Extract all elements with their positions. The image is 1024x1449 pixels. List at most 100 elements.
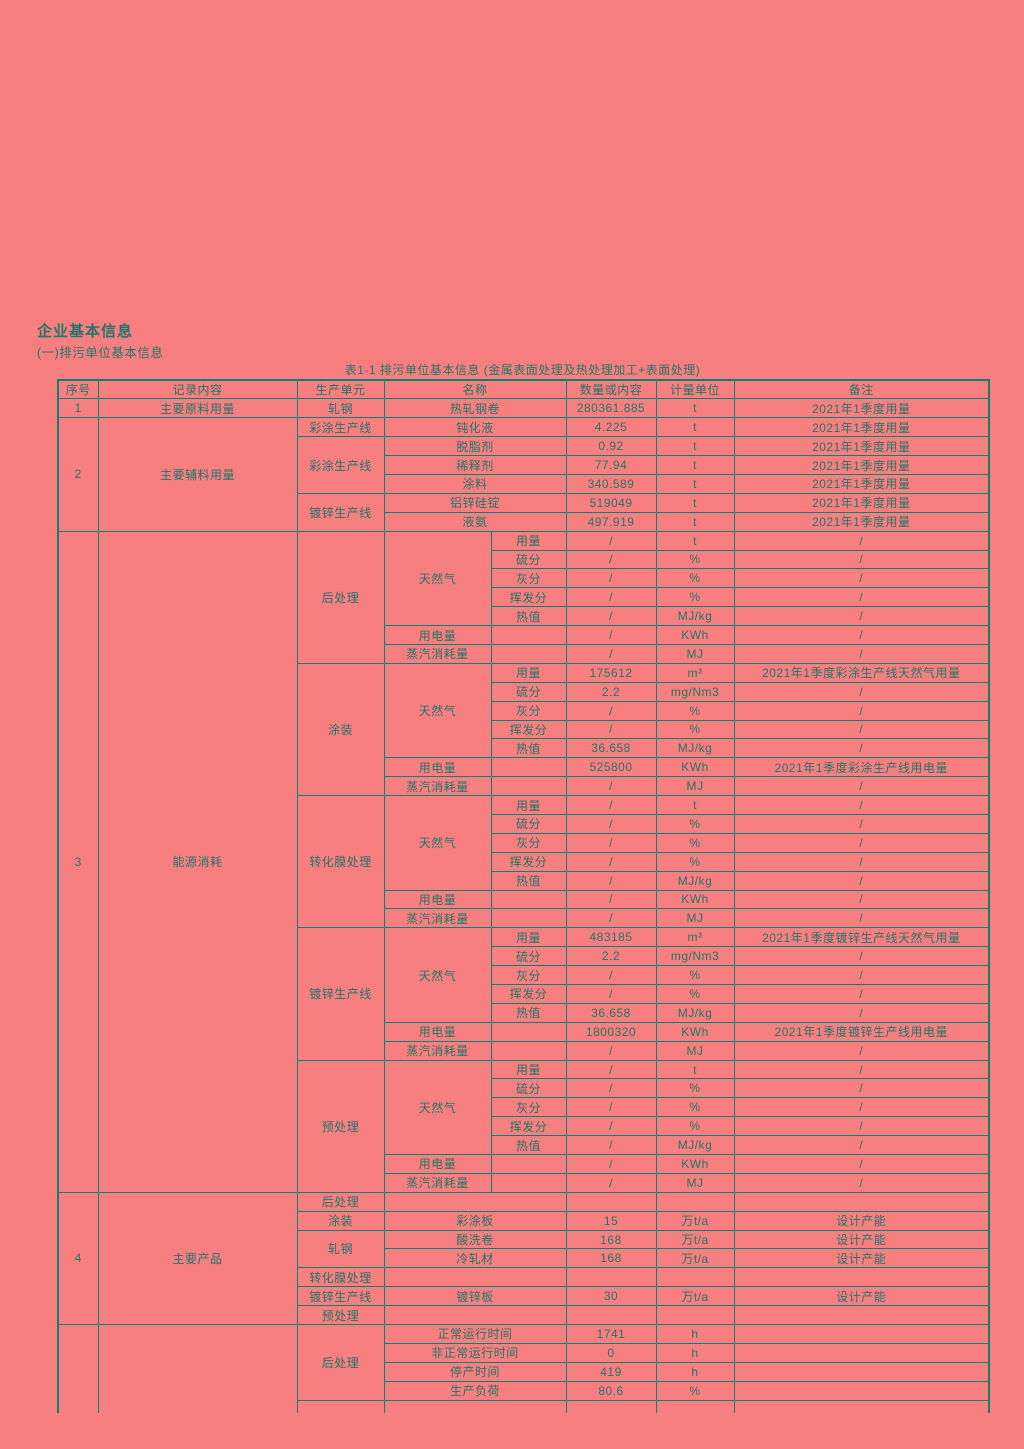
table-cell: / — [733, 587, 990, 608]
table-cell — [490, 776, 567, 797]
table-cell: % — [655, 1078, 735, 1099]
table-cell: 519049 — [565, 492, 657, 513]
table-cell: h — [655, 1324, 735, 1344]
table-row: 灰分 /% / — [58, 965, 990, 985]
table-cell: / — [733, 606, 990, 627]
table-row: 用电量 / KWh / — [58, 625, 990, 645]
table-cell: 175612 — [565, 662, 657, 683]
table-cell: 彩涂板 — [383, 1210, 567, 1231]
table-cell: / — [565, 1116, 657, 1137]
table-row: 蒸汽消耗量 / MJ / — [58, 1172, 990, 1193]
table-cell — [490, 625, 567, 645]
table-cell: 转化膜处理 — [296, 1267, 385, 1288]
table-cell: 酸洗卷 — [383, 1229, 567, 1250]
table-cell — [655, 1191, 735, 1212]
table-cell — [490, 1172, 567, 1193]
table-cell: 3 — [57, 530, 99, 1193]
table-cell: 镀锌板 — [383, 1286, 567, 1307]
table-cell: 蒸汽消耗量 — [383, 908, 492, 929]
table-cell: / — [733, 1097, 990, 1118]
table-cell: 36.658 — [565, 1002, 657, 1023]
table-cell: 热值 — [490, 738, 567, 759]
table-cell: 497.919 — [565, 511, 657, 532]
table-cell: / — [565, 813, 657, 834]
table-cell: 预处理 — [296, 1059, 385, 1193]
table-cell: / — [565, 832, 657, 853]
table-cell: % — [655, 1116, 735, 1137]
table-cell: 转化膜处理 — [296, 795, 385, 929]
table-row: 热值 / MJ/kg / — [58, 606, 990, 627]
table-cell: 热值 — [490, 1002, 567, 1023]
table-cell: KWh — [655, 625, 735, 645]
table-cell: % — [655, 1380, 735, 1401]
table-cell: 镀锌生产线 — [296, 1286, 385, 1307]
table-cell: KWh — [655, 757, 735, 778]
table-cell: / — [733, 965, 990, 985]
column-header: 生产单元 — [296, 379, 385, 400]
table-row: 挥发分 /% / — [58, 851, 990, 872]
table-cell — [655, 1305, 735, 1326]
table-row: 硫分 /% / — [58, 813, 990, 834]
table-cell: 用量 — [490, 927, 567, 948]
table-cell: 铝锌硅锭 — [383, 492, 567, 513]
table-cell: % — [655, 549, 735, 570]
table-cell: 挥发分 — [490, 1116, 567, 1137]
table-cell: / — [733, 984, 990, 1004]
table-cell: 设计产能 — [733, 1286, 990, 1307]
table-cell: 挥发分 — [490, 587, 567, 608]
table-cell: 2021年1季度用量 — [733, 398, 990, 419]
table-cell: % — [655, 719, 735, 740]
table-cell: 用量 — [490, 530, 567, 551]
table-cell: 4 — [57, 1191, 99, 1326]
table-cell: / — [733, 625, 990, 645]
table-row: 预处理 天然气 用量 / t / — [58, 1059, 990, 1193]
table-row — [58, 1399, 990, 1413]
table-cell — [733, 1380, 990, 1401]
table-cell: / — [733, 870, 990, 891]
table-cell: 后处理 — [296, 530, 385, 664]
table-cell: mg/Nm3 — [655, 946, 735, 967]
table-clip: 序号 记录内容 生产单元 名称 数量或内容 计量单位 备注 1 主要原料用量 轧钢 热轧钢卷 2803… — [57, 379, 992, 1413]
table-cell: 30 — [565, 1286, 657, 1307]
table-cell: 镀锌生产线 — [296, 492, 385, 532]
table-row: 2 主要辅料用量 彩涂生产线 钝化液 4.225 t 2021年1季度用量 — [57, 417, 990, 532]
table-cell: KWh — [655, 889, 735, 910]
table-cell — [383, 1305, 567, 1326]
table-cell: 硫分 — [490, 681, 567, 702]
table-cell: 液氨 — [383, 511, 567, 532]
table-cell: / — [733, 889, 990, 910]
table-cell: / — [733, 776, 990, 797]
table-cell: / — [733, 813, 990, 834]
table-cell: 天然气 — [383, 927, 492, 1023]
table-cell: 设计产能 — [733, 1210, 990, 1231]
table-cell: 1741 — [565, 1324, 657, 1344]
table-cell: 轧钢 — [296, 1229, 385, 1269]
basic-info-table: 序号 记录内容 生产单元 名称 数量或内容 计量单位 备注 1 主要原料用量 轧钢 热轧钢卷 2803… — [57, 379, 991, 1413]
table-cell: 用电量 — [383, 889, 492, 910]
table-cell: 硫分 — [490, 946, 567, 967]
table-cell: MJ/kg — [655, 1002, 735, 1023]
table-cell: t — [655, 530, 735, 551]
table-cell: / — [733, 643, 990, 664]
table-cell — [565, 1399, 657, 1413]
table-cell: / — [733, 1154, 990, 1174]
table-row: 硫分 /% / — [58, 549, 990, 570]
table-cell: 停产时间 — [383, 1361, 567, 1382]
table-cell: 灰分 — [490, 700, 567, 721]
table-row: 停产时间 419 h — [58, 1361, 990, 1382]
table-row: 热值 / MJ/kg / — [58, 870, 990, 891]
table-cell — [383, 1191, 567, 1212]
table-row: 热值 36.658 MJ/kg / — [58, 738, 990, 759]
table-cell: MJ/kg — [655, 738, 735, 759]
table-cell: % — [655, 965, 735, 985]
table-cell: / — [565, 1172, 657, 1193]
column-header: 序号 — [57, 379, 99, 400]
table-row: 挥发分 /% / — [58, 587, 990, 608]
table-cell: t — [655, 511, 735, 532]
table-cell: 2021年1季度用量 — [733, 417, 990, 438]
table-cell: 2021年1季度用量 — [733, 511, 990, 532]
table-row: 预处理 — [58, 1305, 990, 1326]
table-cell: 万t/a — [655, 1248, 735, 1269]
table-cell — [655, 1399, 735, 1413]
table-cell: 硫分 — [490, 1078, 567, 1099]
